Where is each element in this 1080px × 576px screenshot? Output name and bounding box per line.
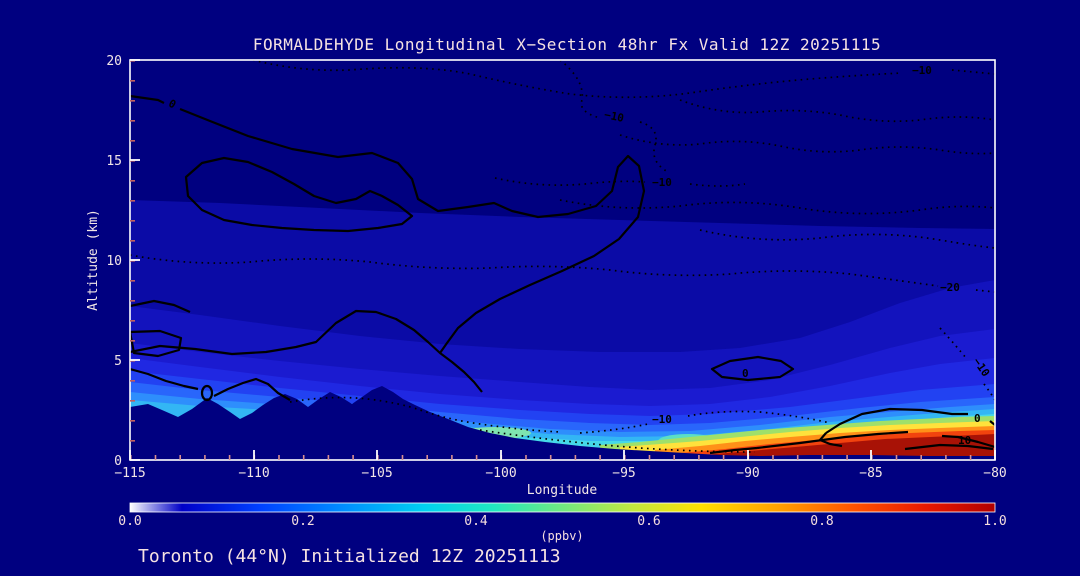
contour-label: −10 [652,413,672,426]
cbar-tick-3: 0.6 [637,514,660,529]
y-tick-0: 0 [114,454,122,469]
x-tick-0: −115 [114,466,145,481]
contour-label: 10 [958,434,971,447]
init-note: Toronto (44°N) Initialized 12Z 20251113 [138,546,561,567]
contour-label: 0 [166,97,178,112]
contour-label: −10 [652,176,672,189]
cbar-tick-5: 1.0 [983,514,1006,529]
y-tick-10: 10 [106,254,122,269]
y-tick-15: 15 [106,154,122,169]
cbar-tick-4: 0.8 [810,514,833,529]
y-tick-20: 20 [106,54,122,69]
x-tick-4: −95 [612,466,635,481]
cbar-tick-0: 0.0 [118,514,141,529]
colorbar-units-label: (ppbv) [540,529,583,543]
y-tick-5: 5 [114,354,122,369]
axes-frame: 0 5 10 15 20 Altitude (km) −115 −110 −10… [86,54,1007,498]
contour-label: 0 [742,367,749,380]
x-axis-label: Longitude [527,483,598,498]
colorbar: 0.0 0.2 0.4 0.6 0.8 1.0 (ppbv) [118,502,1007,543]
dotted-contours [130,60,995,453]
x-axis: −115 −110 −105 −100 −95 −90 −85 −80 Long… [114,466,1006,498]
cbar-tick-2: 0.4 [464,514,488,529]
cbar-tick-1: 0.2 [291,514,314,529]
x-tick-6: −85 [859,466,882,481]
x-tick-5: −90 [736,466,759,481]
x-tick-3: −100 [485,466,516,481]
major-ticks [129,59,996,461]
colorbar-gradient [129,502,996,513]
x-tick-1: −110 [238,466,269,481]
contour-label: 0 [974,412,981,425]
chart-title: FORMALDEHYDE Longitudinal X−Section 48hr… [253,35,881,54]
contour-label: −10 [912,64,932,77]
x-tick-2: −105 [361,466,392,481]
contour-label: −20 [940,281,960,294]
contour-label: −10 [603,108,625,125]
terrain-silhouette [130,386,995,460]
y-axis-label: Altitude (km) [86,209,101,311]
plot-area: 0 0 0 10 −10 −10 −10 −10 −10 −20 [130,60,995,460]
solid-contours [130,94,995,455]
x-tick-7: −80 [983,466,1006,481]
y-axis: 0 5 10 15 20 Altitude (km) [86,54,122,469]
